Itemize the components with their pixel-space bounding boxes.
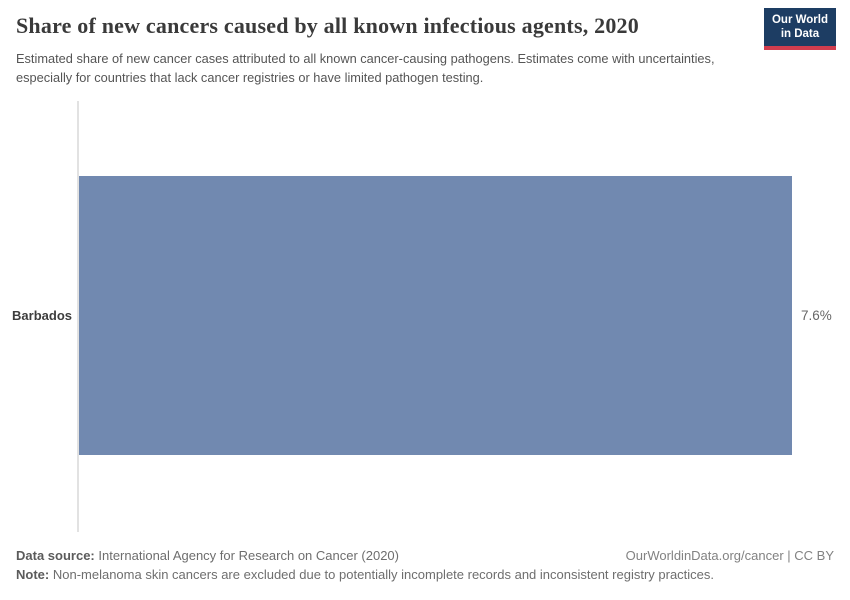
data-source-label: Data source: [16, 548, 95, 563]
entity-label: Barbados [12, 308, 72, 323]
y-axis-line [77, 101, 79, 532]
data-source-text: International Agency for Research on Can… [98, 548, 399, 563]
attribution-link[interactable]: OurWorldinData.org/cancer | CC BY [625, 548, 834, 563]
owid-logo-line2: in Data [780, 28, 820, 41]
note-label: Note: [16, 567, 50, 582]
data-source-line: Data source: International Agency for Re… [16, 548, 399, 563]
chart-subtitle: Estimated share of new cancer cases attr… [16, 51, 715, 85]
note-text: Non-melanoma skin cancers are excluded d… [52, 567, 715, 582]
owid-logo[interactable]: Our World in Data [763, 8, 836, 50]
chart-title: Share of new cancers caused by all known… [16, 13, 639, 38]
bar-track [79, 176, 792, 455]
note-line: Note: Non-melanoma skin cancers are excl… [16, 567, 834, 582]
owid-logo-line1: Our World [771, 14, 828, 26]
chart-footer: Data source: International Agency for Re… [16, 548, 834, 582]
value-label: 7.6% [801, 308, 832, 323]
bar[interactable] [79, 176, 792, 455]
